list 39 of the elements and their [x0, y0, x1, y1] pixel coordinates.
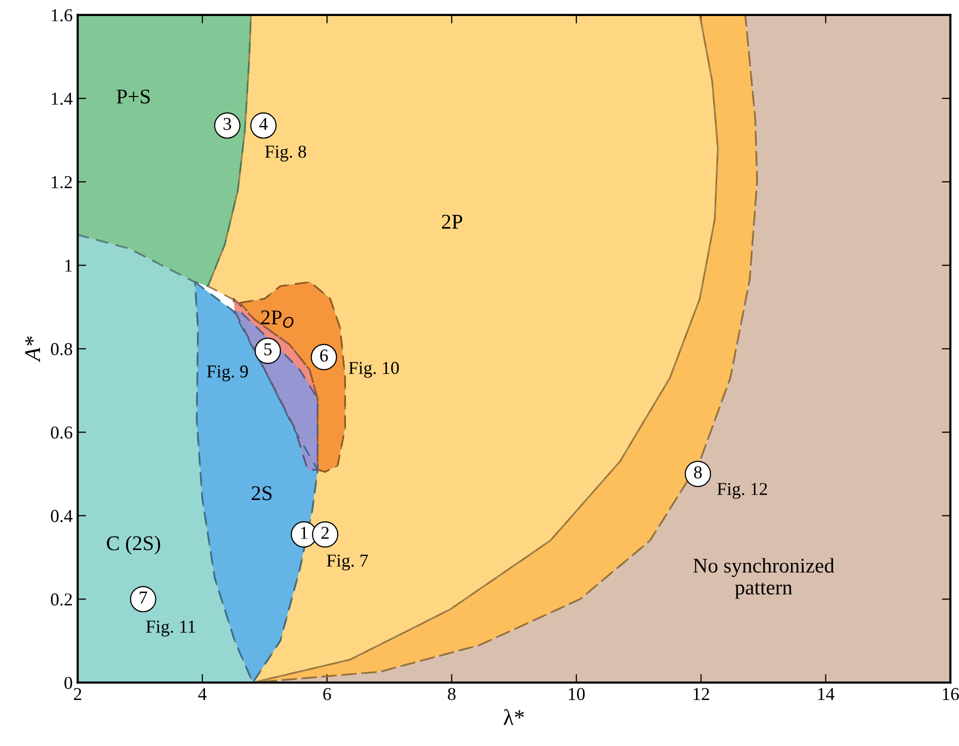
x-tick-label: 4 [198, 688, 207, 700]
annotation: Fig. 7 [326, 554, 368, 570]
series-label: P+S [116, 90, 150, 104]
y-tick-label: 1 [65, 260, 72, 272]
annotation: Fig. 10 [348, 362, 399, 378]
series-label: C (2S) [106, 536, 160, 554]
annotation: 5 [264, 343, 272, 356]
annotation: Fig. 9 [206, 365, 248, 382]
y-tick-label: 1.6 [52, 9, 72, 22]
series-label: 2P$_{O}$ [261, 310, 294, 328]
x-tick-label: 2 [74, 688, 82, 700]
annotation: 4 [259, 118, 268, 130]
x-tick-label: 6 [323, 688, 331, 700]
annotation: Fig. 8 [265, 146, 306, 162]
annotation: Fig. 11 [146, 620, 196, 636]
series-label: 2S [252, 486, 272, 500]
annotation: 2 [321, 526, 329, 539]
annotation: 6 [320, 349, 328, 362]
x-tick-label: 10 [568, 688, 585, 700]
y-tick-label: 0.2 [50, 593, 72, 606]
annotation: Fig. 12 [717, 482, 767, 499]
series-label: 2P [442, 214, 462, 229]
annotation: 8 [694, 466, 702, 478]
y-tick-label: 1.4 [52, 92, 73, 105]
y-tick-label: 0.8 [50, 343, 72, 356]
x-axis-title: λ* [504, 709, 524, 725]
y-axis-title: A* [25, 336, 40, 362]
x-tick-label: 12 [694, 688, 710, 700]
annotation: 1 [301, 526, 308, 539]
y-tick-label: 0.6 [50, 426, 72, 439]
y-tick-label: 0.4 [50, 510, 73, 522]
y-tick-label: 1.2 [52, 176, 72, 188]
annotation: 3 [224, 118, 232, 130]
x-tick-label: 14 [818, 688, 834, 700]
x-tick-label: 8 [448, 688, 456, 700]
annotation: 7 [140, 592, 148, 604]
y-tick-label: 0 [64, 676, 72, 690]
x-tick-label: 16 [942, 688, 959, 700]
series-label: No synchronized pattern [693, 558, 834, 599]
